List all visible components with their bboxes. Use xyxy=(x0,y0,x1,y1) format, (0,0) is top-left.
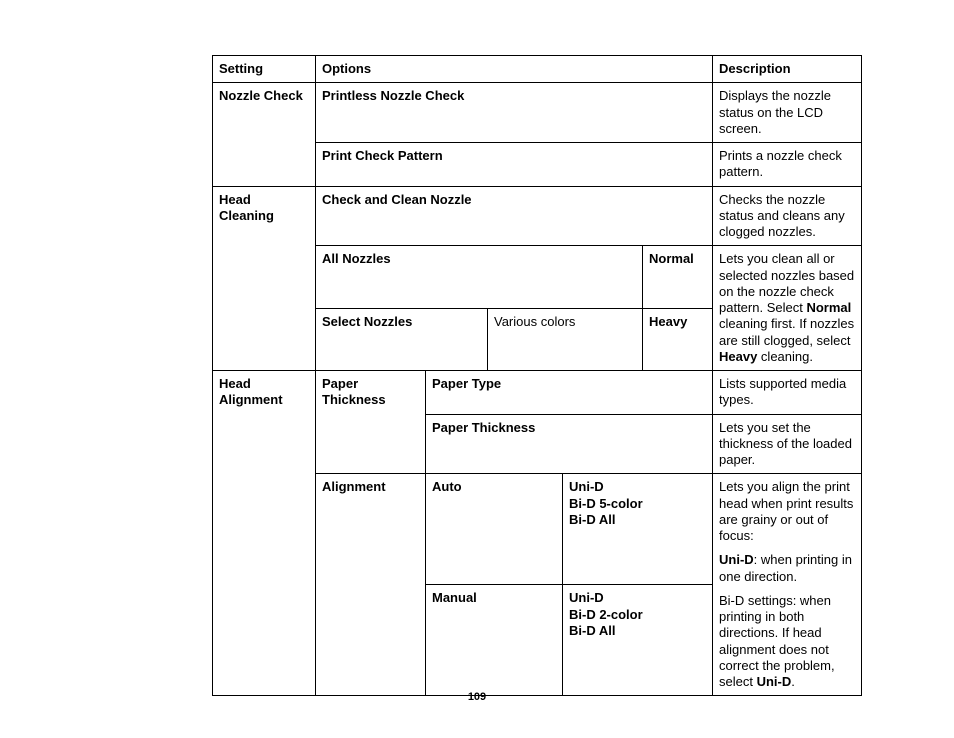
option-cell: Print Check Pattern xyxy=(316,143,713,187)
option-cell: Uni-D Bi-D 5-color Bi-D All xyxy=(563,474,713,585)
option-cell: Auto xyxy=(426,474,563,585)
col-options: Options xyxy=(316,56,713,83)
option-cell: Alignment xyxy=(316,474,426,696)
settings-table: Setting Options Description Nozzle Check… xyxy=(212,55,862,696)
option-cell: All Nozzles xyxy=(316,246,643,308)
description-cell: Prints a nozzle check pattern. xyxy=(713,143,862,187)
option-cell: Various colors xyxy=(488,308,643,370)
option-cell: Check and Clean Nozzle xyxy=(316,186,713,246)
desc-text: cleaning first. If nozzles are still clo… xyxy=(719,316,854,347)
option-cell: Select Nozzles xyxy=(316,308,488,370)
table-row: Head Alignment Paper Thickness Paper Typ… xyxy=(213,371,862,415)
desc-para: Uni-D: when printing in one direction. xyxy=(719,552,855,585)
desc-text: cleaning. xyxy=(757,349,813,364)
description-cell: Lets you clean all or selected nozzles b… xyxy=(713,246,862,371)
desc-bold: Uni-D xyxy=(757,674,792,689)
option-cell: Heavy xyxy=(643,308,713,370)
desc-bold: Normal xyxy=(806,300,851,315)
setting-head-cleaning: Head Cleaning xyxy=(213,186,316,371)
sub-option: Bi-D All xyxy=(569,512,706,528)
setting-head-alignment: Head Alignment xyxy=(213,371,316,696)
sub-option: Uni-D xyxy=(569,479,706,495)
desc-text: . xyxy=(791,674,795,689)
sub-option: Uni-D xyxy=(569,590,706,606)
option-cell: Paper Thickness xyxy=(426,414,713,474)
table-row: Nozzle Check Printless Nozzle Check Disp… xyxy=(213,83,862,143)
option-cell: Paper Type xyxy=(426,371,713,415)
sub-option: Bi-D 2-color xyxy=(569,607,706,623)
table-header-row: Setting Options Description xyxy=(213,56,862,83)
page-number: 109 xyxy=(0,691,954,703)
document-page: Setting Options Description Nozzle Check… xyxy=(0,0,954,738)
sub-option: Bi-D All xyxy=(569,623,706,639)
option-cell: Paper Thickness xyxy=(316,371,426,474)
description-cell: Lets you align the print head when print… xyxy=(713,474,862,696)
option-cell: Normal xyxy=(643,246,713,308)
option-cell: Manual xyxy=(426,585,563,696)
sub-option: Bi-D 5-color xyxy=(569,496,706,512)
option-cell: Uni-D Bi-D 2-color Bi-D All xyxy=(563,585,713,696)
desc-para: Lets you align the print head when print… xyxy=(719,479,855,544)
table-row: Head Cleaning Check and Clean Nozzle Che… xyxy=(213,186,862,246)
description-cell: Lists supported media types. xyxy=(713,371,862,415)
col-description: Description xyxy=(713,56,862,83)
description-cell: Lets you set the thickness of the loaded… xyxy=(713,414,862,474)
setting-nozzle-check: Nozzle Check xyxy=(213,83,316,186)
col-setting: Setting xyxy=(213,56,316,83)
description-cell: Displays the nozzle status on the LCD sc… xyxy=(713,83,862,143)
description-cell: Checks the nozzle status and cleans any … xyxy=(713,186,862,246)
desc-para: Bi-D settings: when printing in both dir… xyxy=(719,593,855,691)
desc-bold: Uni-D xyxy=(719,552,754,567)
option-cell: Printless Nozzle Check xyxy=(316,83,713,143)
desc-bold: Heavy xyxy=(719,349,757,364)
